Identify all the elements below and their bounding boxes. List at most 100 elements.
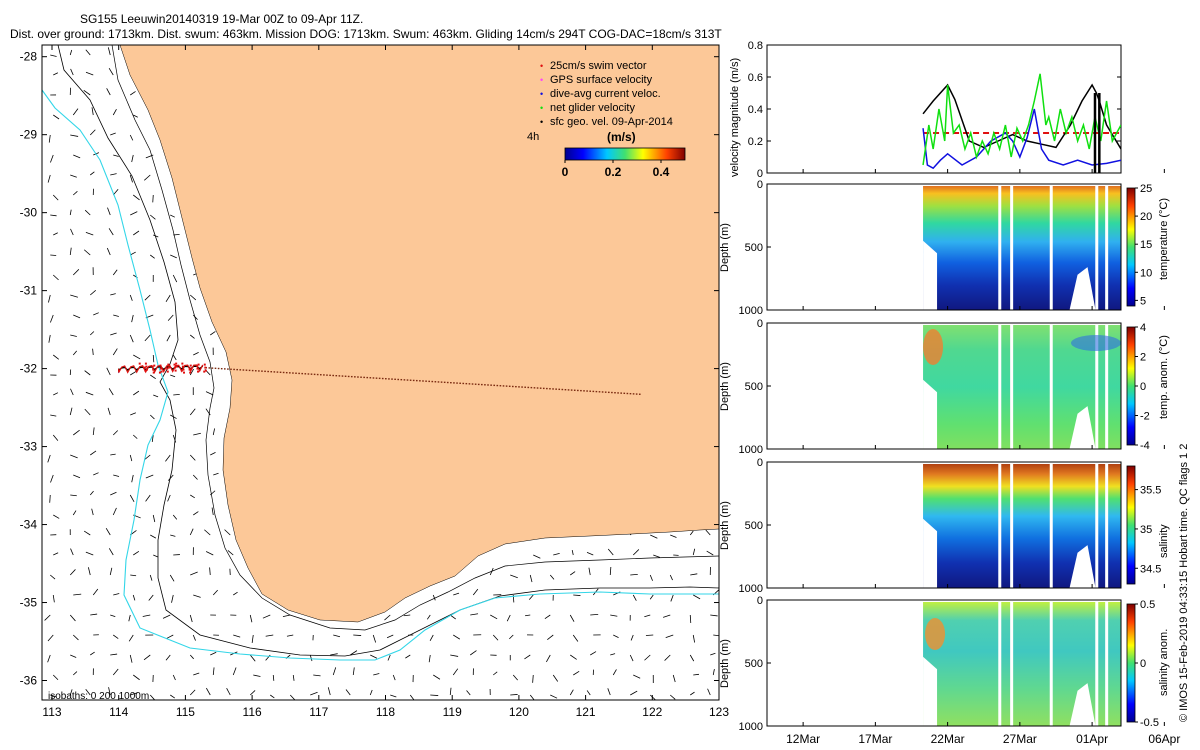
transect-marker [289,372,291,374]
quiver-arrow [510,574,518,579]
quiver-arrow [370,654,378,659]
quiver-arrow [85,551,94,556]
transect-marker [558,388,561,391]
section-colorbar-tick-label: 0 [1140,381,1146,393]
transect-marker [385,378,387,380]
velocity-panel[interactable]: 0 0.2 0.4 0.6 0.8 velocity magnitude (m/s) [729,40,1165,180]
legend-item-swim: • 25cm/s swim vector [540,60,647,72]
quiver-arrow [509,634,514,640]
quiver-arrow [193,672,200,676]
transect-marker [264,370,266,373]
quiver-arrow [47,454,51,463]
transect-marker [258,370,260,372]
map-x-tick-label: 123 [709,705,729,719]
transect-marker [319,374,322,376]
track-point [173,363,176,366]
quiver-arrow [73,154,81,159]
track-point [188,368,191,371]
quiver-arrow [129,494,135,503]
transect-marker [481,383,483,386]
transect-marker [239,369,242,371]
track-point [204,369,207,372]
quiver-arrow [152,514,156,523]
quiver-arrow [50,414,57,417]
transect-marker [292,372,294,374]
section-colorbar [1126,465,1136,585]
quiver-arrow [167,474,174,481]
date-tick-label: 17Mar [858,732,892,746]
transect-marker [586,390,588,392]
quiver-arrow [529,574,533,583]
section-colorbar [1126,326,1136,446]
quiver-arrow [130,574,137,577]
track-point [144,362,147,365]
legend-label: sfc geo. vel. 09-Apr-2014 [550,116,673,128]
quiver-arrow [83,90,91,96]
quiver-arrow [110,453,116,456]
transect-marker [248,369,251,372]
transect-marker [350,375,353,378]
quiver-arrow [50,694,57,697]
quiver-arrow [692,634,696,643]
map-panel[interactable]: 113 114 115 116 117 118 119 120 121 122 123 -28 -29 -… [20,44,730,719]
transect-marker [381,377,384,380]
transect-marker [450,382,452,384]
track-point [174,369,177,372]
quiver-arrow [73,314,81,319]
quiver-arrow [85,688,91,696]
quiver-arrow [430,694,439,696]
quiver-arrow [612,669,617,676]
transect-marker [251,369,254,372]
quiver-arrow [292,674,295,681]
quiver-arrow [205,391,214,396]
quiver-arrow [90,613,98,616]
transect-marker [496,384,499,387]
transect-marker [592,390,595,393]
quiver-arrow [108,687,111,696]
transect-marker [295,372,297,374]
quiver-arrow [133,230,140,236]
transect-marker [515,385,517,388]
section-temperature: 0 500 1000 Depth (m) 5 10 15 20 25 temperature (°… [719,179,1170,317]
quiver-arrow [663,614,671,618]
section-ylabel: Depth (m) [719,223,731,272]
quiver-arrow [48,134,51,143]
transect-marker [323,374,325,376]
quiver-arrow [282,614,291,618]
quiver-arrow [89,290,96,296]
quiver-arrow [450,614,457,620]
quiver-arrow [210,331,216,336]
track-point [166,370,169,373]
quiver-arrow [128,614,131,622]
quiver-arrow [47,634,54,642]
quiver-arrow [649,694,657,700]
quiver-arrow [70,494,77,497]
legend-item-net: • net glider velocity [540,102,635,114]
quiver-arrow [53,114,60,120]
quiver-arrow [90,651,95,656]
quiver-arrow [89,129,96,136]
quiver-arrow [210,651,217,656]
quiver-arrow [69,247,72,256]
transect-marker [326,374,328,376]
section-mask [1069,267,1096,310]
transect-marker [573,389,576,391]
transect-marker [632,393,635,395]
quiver-arrow [131,474,134,483]
transect-marker [335,374,338,377]
quiver-arrow [206,687,211,696]
section-gap [1049,184,1053,310]
quiver-arrow [112,348,118,356]
quiver-arrow [387,654,391,661]
quiver-arrow [53,354,60,360]
transect-marker [580,389,582,392]
quiver-arrow [132,594,136,601]
quiver-arrow [93,472,99,476]
section-gap [1095,184,1099,310]
transect-marker [375,377,378,379]
quiver-arrow [449,687,452,696]
quiver-arrow [145,494,151,502]
geostrophic-vector-field [44,47,719,700]
